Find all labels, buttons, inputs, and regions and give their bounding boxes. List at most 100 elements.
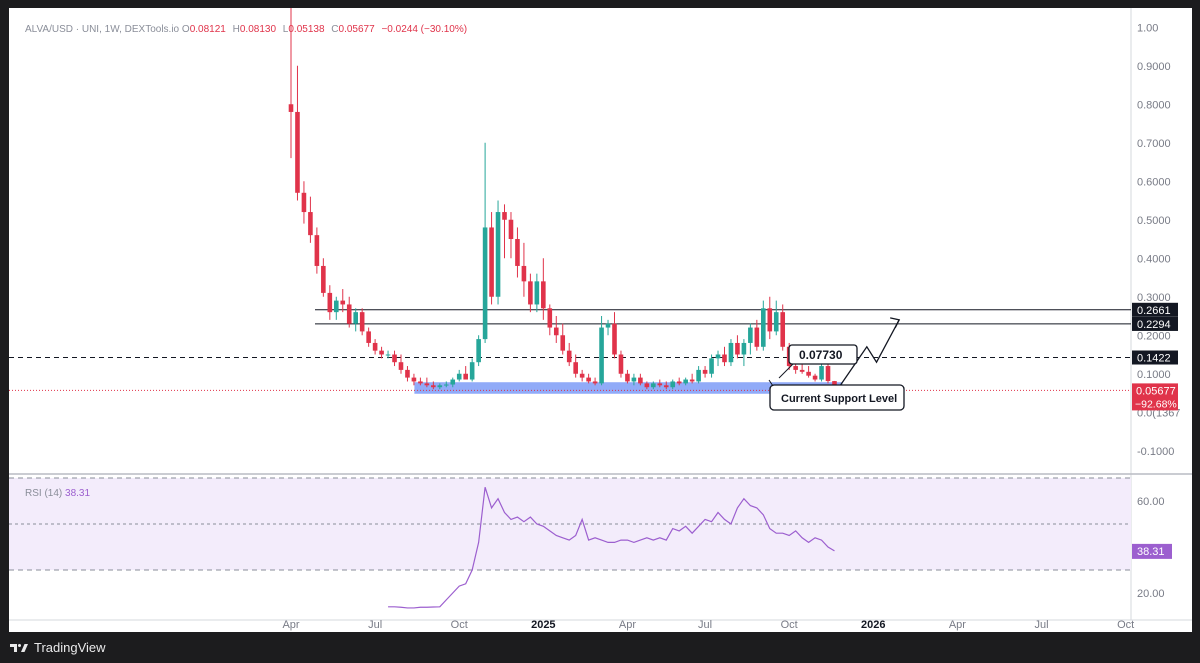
time-tick-label: Apr — [619, 619, 636, 631]
price-chart[interactable]: 1.00 0.9000 0.8000 0.7000 0.6000 0.5000 0.4000… — [9, 8, 1192, 632]
candle-body — [663, 385, 669, 388]
candle-body — [709, 358, 714, 374]
target-price-label: 0.07730 — [799, 348, 843, 362]
close-value: 0.05677 — [338, 24, 375, 35]
candle-body — [793, 366, 798, 370]
rsi-tick-label: 60.00 — [1137, 496, 1165, 508]
high-value: 0.08130 — [239, 24, 277, 35]
candle-body — [489, 227, 494, 297]
candle-body — [379, 350, 384, 355]
candle-body — [825, 366, 831, 382]
footer-bar: TradingView — [10, 640, 106, 655]
last-price-label: 0.05677 — [1136, 385, 1176, 397]
target-price-box — [788, 344, 858, 365]
time-tick-label: Apr — [949, 619, 966, 631]
low-value: 0.05138 — [288, 24, 325, 35]
candle-body — [411, 377, 417, 382]
rsi-line — [388, 487, 835, 609]
rsi-name: RSI (14) — [25, 488, 63, 499]
candle-body — [715, 354, 721, 359]
candle-body — [579, 373, 585, 378]
time-tick-label: Oct — [781, 619, 798, 631]
target-pointer — [778, 363, 794, 379]
candle-body — [495, 212, 501, 297]
price-tick-label: 1.00 — [1137, 22, 1158, 34]
candle-body — [456, 373, 462, 380]
candle-body — [502, 212, 507, 220]
candle-body — [385, 354, 391, 356]
time-tick-label: Oct — [1117, 619, 1134, 631]
projection-path — [837, 319, 900, 390]
price-tick-label: 0.3000 — [1137, 292, 1171, 304]
candle-body — [566, 350, 572, 363]
candle-body — [508, 219, 514, 239]
candle-body — [359, 312, 365, 332]
candle-body — [308, 212, 313, 236]
candle-body — [437, 385, 443, 388]
rsi-legend: RSI (14) 38.31 — [25, 488, 90, 499]
candle-body — [780, 312, 786, 347]
candle-body — [482, 227, 488, 340]
candle-body — [618, 354, 624, 374]
candle-body — [728, 342, 734, 363]
time-tick-label: Oct — [451, 619, 468, 631]
projection-arrowhead — [890, 317, 901, 329]
time-tick-label: Jul — [368, 619, 382, 631]
candle-body — [689, 379, 695, 382]
candle-body — [819, 366, 824, 380]
rsi-value-label: 38.31 — [1137, 546, 1165, 558]
price-tick-label: -0.1000 — [1137, 446, 1174, 458]
candle-body — [431, 385, 436, 388]
candle-body — [327, 292, 333, 313]
time-tick-label: Apr — [282, 619, 299, 631]
candle-body — [547, 308, 553, 328]
candle-body — [398, 362, 404, 370]
candle-body — [592, 381, 598, 384]
candle-body — [424, 383, 430, 386]
candle-body — [418, 381, 423, 384]
candle-body — [534, 281, 540, 305]
time-tick-label: 2026 — [861, 619, 885, 631]
candle-body — [806, 371, 811, 376]
support-callout-box — [769, 384, 905, 411]
candle-body — [586, 377, 591, 382]
candle-body — [644, 383, 650, 388]
candle-body — [638, 377, 643, 384]
candle-body — [773, 312, 779, 332]
candle-body — [670, 381, 676, 388]
candle-body — [722, 354, 727, 363]
price-tick-label: 0.8000 — [1137, 99, 1171, 111]
last-price-tag — [1132, 383, 1178, 411]
candle-body — [573, 362, 578, 374]
level-label: 0.2294 — [1137, 319, 1171, 331]
candle-body — [735, 342, 740, 355]
candle-body — [469, 362, 475, 380]
candle-body — [541, 281, 546, 309]
candle-body — [560, 335, 566, 351]
candle-body — [754, 327, 760, 347]
candle-body — [353, 312, 358, 324]
ohlc-legend: ALVA/USD · UNI, 1W, DEXTools.io O0.08121… — [25, 24, 468, 35]
candle-body — [741, 342, 747, 355]
candle-body — [476, 339, 481, 363]
candle-body — [314, 235, 320, 266]
change-value: −0.0244 (−30.10%) — [381, 24, 468, 35]
tradingview-logo-icon — [10, 643, 28, 652]
candle-body — [392, 354, 397, 363]
candle-body — [683, 379, 688, 384]
level-tag — [1132, 302, 1178, 317]
chart-panel: 1.00 0.9000 0.8000 0.7000 0.6000 0.5000 0.4000… — [9, 8, 1192, 632]
candle-body — [657, 383, 663, 386]
candle-body — [599, 327, 604, 384]
candle-body — [450, 379, 456, 385]
candle-body — [605, 323, 611, 328]
candle-body — [528, 281, 533, 305]
candle-body — [405, 369, 410, 378]
candle-body — [288, 104, 294, 112]
time-tick-label: Jul — [1034, 619, 1048, 631]
open-value: 0.08121 — [189, 24, 226, 35]
last-price-change: −92.68% — [1135, 398, 1177, 410]
candle-body — [631, 377, 637, 382]
candle-body — [301, 192, 307, 213]
candle-body — [812, 375, 818, 380]
